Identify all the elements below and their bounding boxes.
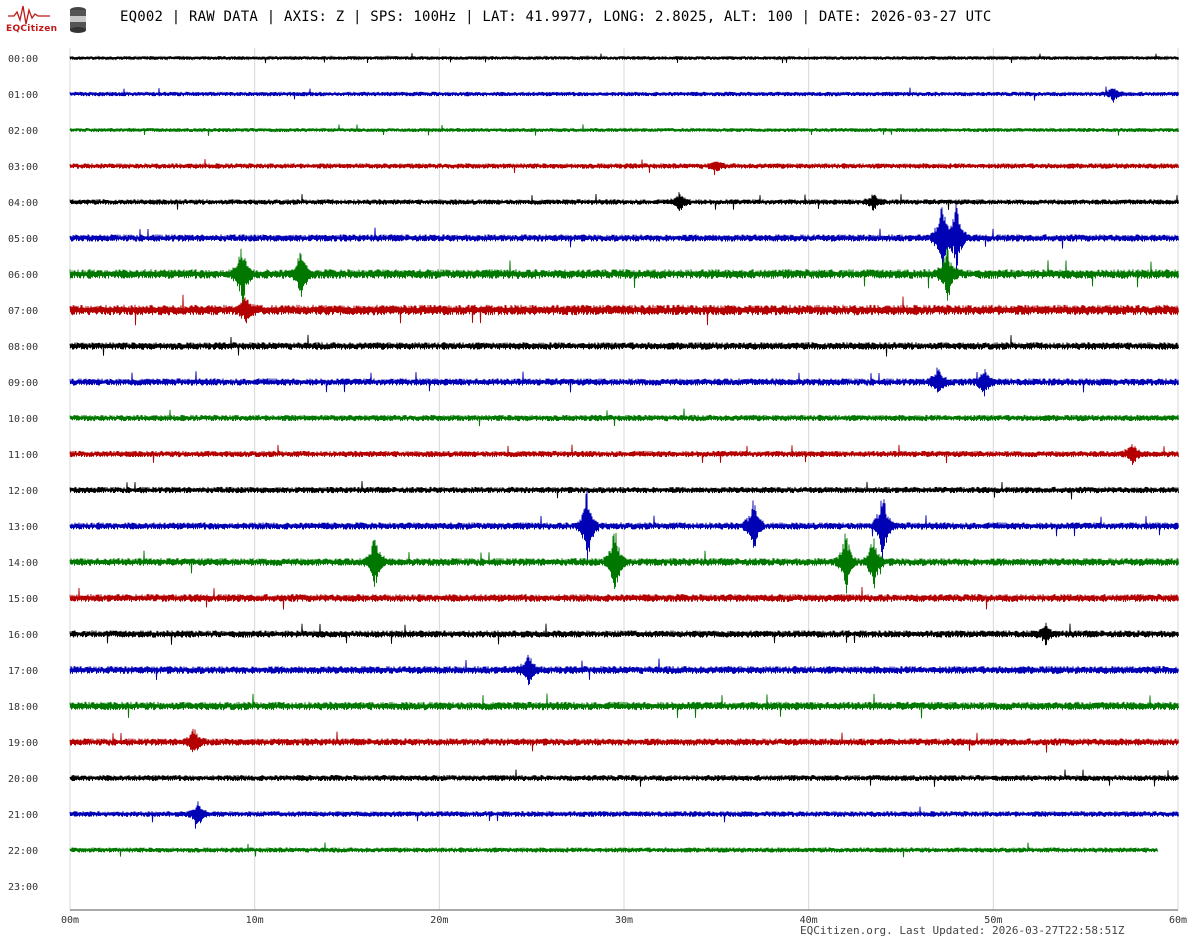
trace-10-00 <box>69 408 1179 427</box>
trace-16-00 <box>69 622 1179 646</box>
last-updated-footer: EQCitizen.org. Last Updated: 2026-03-27T… <box>800 924 1125 937</box>
row-time-label: 15:00 <box>8 594 38 605</box>
trace-00-00 <box>69 53 1179 64</box>
trace-02-00 <box>69 124 1179 136</box>
x-tick-label: 20m <box>430 915 448 926</box>
row-time-label: 00:00 <box>8 54 38 65</box>
row-time-label: 21:00 <box>8 810 38 821</box>
page-title: EQ002 | RAW DATA | AXIS: Z | SPS: 100Hz … <box>120 9 992 25</box>
row-time-label: 11:00 <box>8 450 38 461</box>
row-time-label: 05:00 <box>8 234 38 245</box>
row-time-label: 13:00 <box>8 522 38 533</box>
row-time-label: 12:00 <box>8 486 38 497</box>
trace-21-00 <box>69 801 1179 829</box>
trace-14-00 <box>69 532 1179 594</box>
trace-05-00 <box>69 203 1179 273</box>
row-time-label: 02:00 <box>8 126 38 137</box>
trace-19-00 <box>69 728 1179 753</box>
trace-06-00 <box>69 247 1179 308</box>
row-time-label: 07:00 <box>8 306 38 317</box>
row-time-label: 22:00 <box>8 846 38 857</box>
trace-07-00 <box>69 294 1179 326</box>
trace-12-00 <box>69 480 1179 500</box>
row-time-label: 18:00 <box>8 702 38 713</box>
row-time-label: 06:00 <box>8 270 38 281</box>
row-time-label: 03:00 <box>8 162 38 173</box>
trace-08-00 <box>69 334 1179 357</box>
trace-13-00 <box>69 490 1179 561</box>
row-time-label: 10:00 <box>8 414 38 425</box>
trace-01-00 <box>69 86 1179 103</box>
trace-17-00 <box>69 654 1179 686</box>
x-tick-label: 10m <box>246 915 264 926</box>
trace-11-00 <box>69 443 1179 466</box>
eqcitizen-logo <box>8 5 50 25</box>
row-time-label: 23:00 <box>8 882 38 893</box>
trace-20-00 <box>69 769 1179 787</box>
x-tick-label: 30m <box>615 915 633 926</box>
row-time-label: 14:00 <box>8 558 38 569</box>
seismometer-icon <box>70 7 86 33</box>
row-time-label: 01:00 <box>8 90 38 101</box>
x-tick-label: 60m <box>1169 915 1187 926</box>
row-time-label: 16:00 <box>8 630 38 641</box>
trace-03-00 <box>69 159 1179 176</box>
trace-04-00 <box>69 192 1179 212</box>
x-tick-label: 00m <box>61 915 79 926</box>
row-time-label: 20:00 <box>8 774 38 785</box>
row-time-label: 04:00 <box>8 198 38 209</box>
row-time-label: 19:00 <box>8 738 38 749</box>
trace-18-00 <box>69 693 1179 719</box>
x-tick-label: 50m <box>984 915 1002 926</box>
row-time-label: 09:00 <box>8 378 38 389</box>
trace-22-00 <box>69 842 1158 858</box>
x-tick-label: 40m <box>800 915 818 926</box>
trace-15-00 <box>69 586 1179 610</box>
row-time-label: 17:00 <box>8 666 38 677</box>
logo-text: EQCitizen <box>6 24 58 34</box>
row-time-label: 08:00 <box>8 342 38 353</box>
trace-09-00 <box>69 367 1179 397</box>
